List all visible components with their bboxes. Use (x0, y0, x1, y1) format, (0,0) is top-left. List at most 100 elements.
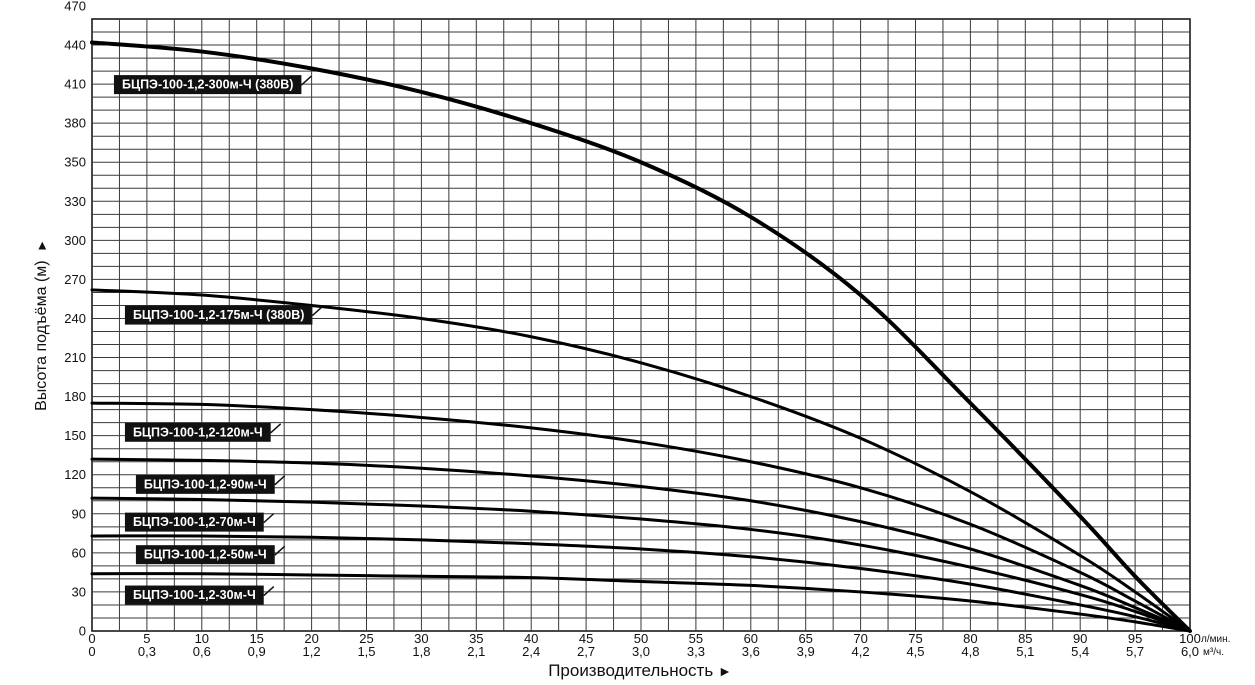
x-tick-label-secondary: 5,1 (1016, 644, 1034, 659)
x-tick-label-secondary: 5,4 (1071, 644, 1089, 659)
series-label-leader (274, 475, 286, 486)
x-tick-label-secondary: 4,8 (961, 644, 979, 659)
series-label-box (135, 474, 275, 494)
x-axis-label: Производительность ► (548, 661, 732, 680)
x-tick-label-primary: 40 (524, 631, 538, 646)
x-tick-label-primary: 30 (414, 631, 428, 646)
x-tick-label-secondary: 1,2 (303, 644, 321, 659)
series-label-box (124, 422, 271, 442)
series-label-leader (270, 423, 282, 434)
series-label-7: БЦПЭ-100-1,2-30м-Ч (124, 585, 275, 605)
series-label-1: БЦПЭ-100-1,2-300м-Ч (380В) (113, 75, 312, 95)
chart-grid (91, 18, 1191, 632)
series-label-box (124, 305, 313, 325)
series-line-5 (90, 496, 1192, 633)
y-tick-label: 90 (72, 506, 86, 521)
x-tick-label-secondary: 0 (88, 644, 95, 659)
y-tick-label: 410 (64, 77, 86, 92)
y-tick-label: 60 (72, 545, 86, 560)
x-tick-label-secondary: 0,3 (138, 644, 156, 659)
series-label-text: БЦПЭ-100-1,2-30м-Ч (133, 588, 256, 602)
x-tick-label-secondary: 2,1 (467, 644, 485, 659)
x-tick-label-primary: 60 (744, 631, 758, 646)
series-label-leader (263, 513, 275, 524)
x-tick-label-primary: 35 (469, 631, 483, 646)
y-tick-label: 120 (64, 467, 86, 482)
y-tick-label: 0 (79, 624, 86, 639)
y-tick-label: 440 (64, 38, 86, 53)
series-line-2 (90, 288, 1192, 633)
series-line-7 (90, 572, 1192, 633)
series-label-6: БЦПЭ-100-1,2-50м-Ч (135, 545, 286, 565)
x-tick-label-primary: 95 (1128, 631, 1142, 646)
chart-series-labels: БЦПЭ-100-1,2-300м-Ч (380В) БЦПЭ-100-1,2-1… (113, 75, 323, 605)
series-line-3 (90, 401, 1192, 633)
x-tick-label-secondary: 1,8 (412, 644, 430, 659)
y-tick-label: 240 (64, 311, 86, 326)
series-label-leader (311, 306, 323, 317)
y-tick-label: 470 (64, 0, 86, 13)
x-tick-label-secondary: 3,6 (742, 644, 760, 659)
x-tick-label-primary: 85 (1018, 631, 1032, 646)
series-label-4: БЦПЭ-100-1,2-90м-Ч (135, 474, 286, 494)
x-tick-label-primary: 45 (579, 631, 593, 646)
x-tick-label-primary: 15 (249, 631, 263, 646)
y-tick-label: 380 (64, 116, 86, 131)
series-line-4 (90, 457, 1192, 633)
x-tick-label-primary: 10 (195, 631, 209, 646)
x-tick-label-secondary: 3,3 (687, 644, 705, 659)
y-axis-label: Высота подъёма (м) ► (33, 239, 50, 411)
y-tick-label: 330 (64, 194, 86, 209)
chart-tick-labels: 0306090120150180210240270300330350380410… (64, 0, 1201, 659)
x-tick-label-primary: 65 (798, 631, 812, 646)
series-label-text: БЦПЭ-100-1,2-175м-Ч (380В) (133, 308, 304, 322)
x-tick-label-secondary: 2,4 (522, 644, 540, 659)
series-label-box (135, 545, 275, 565)
x-tick-label-secondary: 2,7 (577, 644, 595, 659)
series-label-box (124, 512, 264, 532)
x-tick-label-secondary: 4,2 (852, 644, 870, 659)
x-tick-label-primary: 20 (304, 631, 318, 646)
x-tick-label-primary: 25 (359, 631, 373, 646)
series-label-leader (263, 585, 275, 597)
y-tick-label: 150 (64, 428, 86, 443)
y-tick-label: 30 (72, 584, 86, 599)
series-label-leader (300, 75, 312, 86)
series-line-6 (90, 534, 1192, 633)
series-label-box (113, 75, 302, 95)
series-label-2: БЦПЭ-100-1,2-175м-Ч (380В) (124, 305, 323, 325)
series-label-box (124, 585, 264, 605)
series-label-text: БЦПЭ-100-1,2-300м-Ч (380В) (122, 78, 293, 92)
chart-curves (90, 40, 1192, 633)
x-tick-label-primary: 5 (143, 631, 150, 646)
y-tick-label: 300 (64, 233, 86, 248)
x-tick-label-secondary: 4,5 (906, 644, 924, 659)
x-tick-label-primary: 100 (1179, 631, 1201, 646)
x-tick-label-secondary: 0,9 (248, 644, 266, 659)
x-unit-primary: л/мин. (1201, 634, 1230, 645)
x-tick-label-primary: 70 (853, 631, 867, 646)
x-tick-label-secondary: 1,5 (357, 644, 375, 659)
y-tick-label: 180 (64, 389, 86, 404)
series-label-5: БЦПЭ-100-1,2-70м-Ч (124, 512, 275, 532)
x-unit-secondary: м³/ч. (1203, 647, 1224, 658)
x-tick-label-primary: 80 (963, 631, 977, 646)
series-label-text: БЦПЭ-100-1,2-70м-Ч (133, 515, 256, 529)
x-tick-label-primary: 55 (689, 631, 703, 646)
x-tick-label-secondary: 3,0 (632, 644, 650, 659)
series-label-3: БЦПЭ-100-1,2-120м-Ч (124, 422, 282, 442)
x-tick-label-primary: 50 (634, 631, 648, 646)
series-label-text: БЦПЭ-100-1,2-90м-Ч (144, 477, 267, 491)
y-tick-label: 350 (64, 155, 86, 170)
x-tick-label-secondary: 6,0 (1181, 644, 1199, 659)
x-tick-label-secondary: 5,7 (1126, 644, 1144, 659)
x-tick-label-primary: 0 (88, 631, 95, 646)
series-label-leader (274, 545, 286, 556)
x-tick-label-primary: 90 (1073, 631, 1087, 646)
series-line-1 (90, 40, 1192, 633)
y-tick-label: 210 (64, 350, 86, 365)
x-tick-label-secondary: 0,6 (193, 644, 211, 659)
series-label-text: БЦПЭ-100-1,2-50м-Ч (144, 548, 267, 562)
x-tick-label-secondary: 3,9 (797, 644, 815, 659)
